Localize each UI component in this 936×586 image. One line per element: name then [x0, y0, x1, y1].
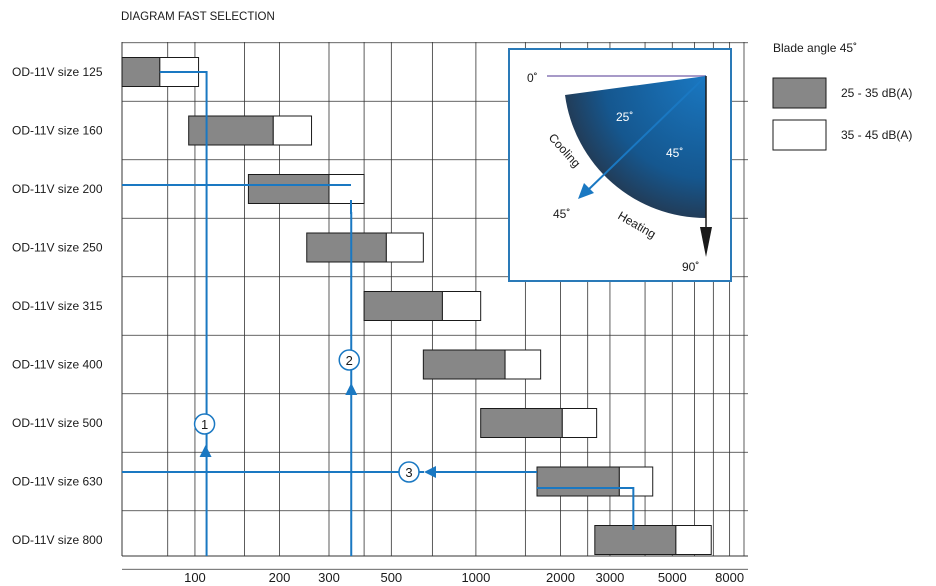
x-tick-label: 2000 — [546, 570, 575, 585]
example-1-path — [159, 71, 208, 556]
x-tick-label: 300 — [318, 570, 340, 585]
x-tick-label: 5000 — [658, 570, 687, 585]
bar-35-45 — [618, 466, 654, 497]
x-tick-label: 8000 — [715, 570, 744, 585]
blade-45-line — [585, 75, 707, 193]
bar-25-35 — [536, 466, 620, 497]
bar-35-45 — [385, 232, 424, 263]
bar-35-45 — [328, 174, 365, 204]
label-90-deg: 90˚ — [682, 260, 699, 274]
bar-35-45 — [675, 525, 712, 555]
bar-25-35 — [363, 291, 443, 321]
x-tick-label: 100 — [184, 570, 206, 585]
bar-35-45 — [504, 349, 542, 380]
example-number: 2 — [346, 353, 353, 368]
row-label: OD-11V size 500 — [12, 416, 103, 430]
bar-25-35 — [594, 525, 677, 555]
bar-25-35 — [422, 349, 506, 380]
row-label: OD-11V size 250 — [12, 241, 103, 255]
label-45-deg-outer: 45˚ — [553, 207, 570, 221]
example-3-path — [537, 487, 635, 530]
example-marker — [193, 413, 216, 435]
example-3-arrow — [424, 466, 436, 478]
legend-swatch-35-45 — [772, 119, 827, 151]
x-tick-label: 500 — [380, 570, 402, 585]
label-0-deg: 0˚ — [527, 71, 538, 85]
bar-25-35 — [306, 232, 387, 263]
bar-25-35 — [247, 174, 330, 204]
bar-35-45 — [561, 408, 598, 438]
example-number: 3 — [405, 465, 412, 480]
example-marker — [338, 349, 360, 371]
bar-35-45 — [441, 291, 482, 321]
label-25-deg: 25˚ — [616, 110, 633, 124]
example-paths: 1 2 3 — [122, 71, 635, 556]
legend: Blade angle 45˚ 25 - 35 dB(A) 35 - 45 dB(A… — [772, 41, 912, 151]
blade-fan — [565, 76, 706, 219]
bar-25-35 — [480, 408, 563, 438]
x-tick-label: 1000 — [461, 570, 490, 585]
row-label: OD-11V size 630 — [12, 475, 103, 489]
legend-title: Blade angle 45˚ — [773, 41, 857, 55]
row-label: OD-11V size 800 — [12, 533, 103, 547]
chart-title: DIAGRAM FAST SELECTION — [121, 11, 275, 23]
bar-35-45 — [272, 115, 313, 146]
bar-25-35 — [121, 57, 161, 87]
row-label: OD-11V size 315 — [12, 299, 103, 313]
example-1-arrow — [199, 445, 212, 457]
bar-25-35 — [188, 115, 274, 146]
row-labels: OD-11V size 125 OD-11V size 160 OD-11V siz… — [12, 65, 103, 547]
row-label: OD-11V size 200 — [12, 182, 103, 196]
x-tick-label: 200 — [269, 570, 291, 585]
example-2-arrow — [345, 383, 358, 395]
label-45-deg-inner: 45˚ — [666, 146, 683, 160]
blade-90-arrow — [700, 227, 712, 257]
legend-label-35-45: 35 - 45 dB(A) — [841, 128, 912, 142]
example-number: 1 — [201, 417, 208, 432]
legend-label-25-35: 25 - 35 dB(A) — [841, 86, 912, 100]
x-tick-label: 3000 — [595, 570, 624, 585]
legend-swatch-25-35 — [772, 77, 827, 109]
example-marker — [398, 461, 420, 483]
x-tick-labels: 100 200 300 500 1000 2000 3000 5000 8000 — [184, 570, 744, 585]
blade-45-arrow — [578, 183, 594, 199]
row-label: OD-11V size 400 — [12, 358, 103, 372]
row-label: OD-11V size 125 — [12, 65, 103, 79]
row-label: OD-11V size 160 — [12, 124, 103, 138]
